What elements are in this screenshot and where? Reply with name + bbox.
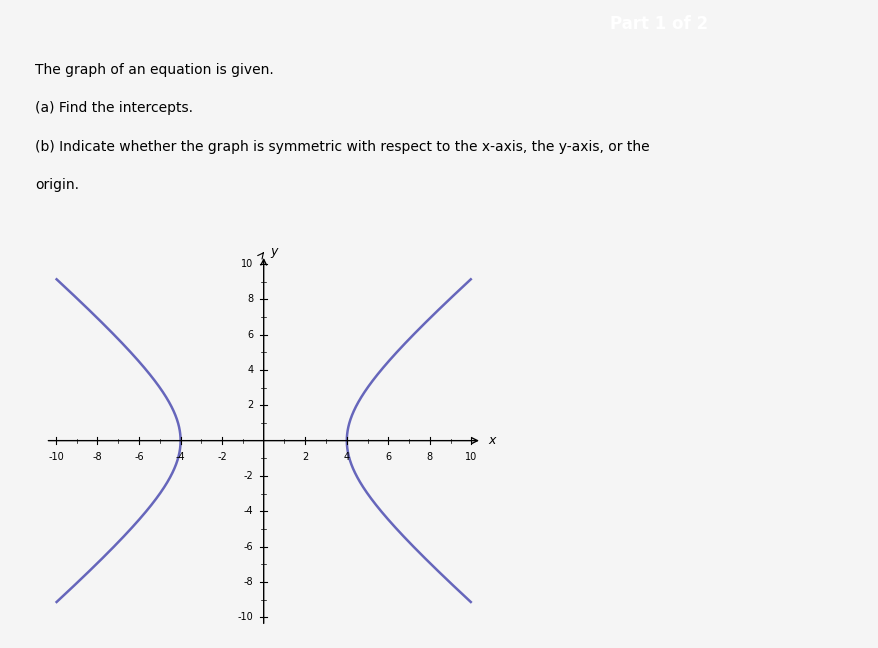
Text: -2: -2 xyxy=(217,452,227,462)
Text: y: y xyxy=(270,245,277,258)
Text: -10: -10 xyxy=(237,612,253,622)
Text: The graph of an equation is given.: The graph of an equation is given. xyxy=(35,63,274,76)
Text: 8: 8 xyxy=(427,452,433,462)
Text: 10: 10 xyxy=(464,452,477,462)
Text: 2: 2 xyxy=(247,400,253,410)
Text: x: x xyxy=(487,434,495,447)
Text: origin.: origin. xyxy=(35,178,79,192)
Text: 6: 6 xyxy=(385,452,391,462)
Text: -4: -4 xyxy=(243,506,253,516)
Text: -4: -4 xyxy=(176,452,185,462)
Text: 4: 4 xyxy=(247,365,253,375)
Text: -6: -6 xyxy=(243,542,253,551)
Text: 6: 6 xyxy=(247,330,253,340)
Text: 8: 8 xyxy=(247,294,253,305)
Text: 2: 2 xyxy=(302,452,308,462)
Text: (b) Indicate whether the graph is symmetric with respect to the x-axis, the y-ax: (b) Indicate whether the graph is symmet… xyxy=(35,139,649,154)
Text: -8: -8 xyxy=(243,577,253,587)
Text: 4: 4 xyxy=(343,452,349,462)
Text: 10: 10 xyxy=(241,259,253,269)
Text: (a) Find the intercepts.: (a) Find the intercepts. xyxy=(35,101,193,115)
Text: -2: -2 xyxy=(243,471,253,481)
Text: -10: -10 xyxy=(48,452,64,462)
Text: Part 1 of 2: Part 1 of 2 xyxy=(609,16,708,33)
Text: -6: -6 xyxy=(134,452,144,462)
Text: -8: -8 xyxy=(92,452,102,462)
